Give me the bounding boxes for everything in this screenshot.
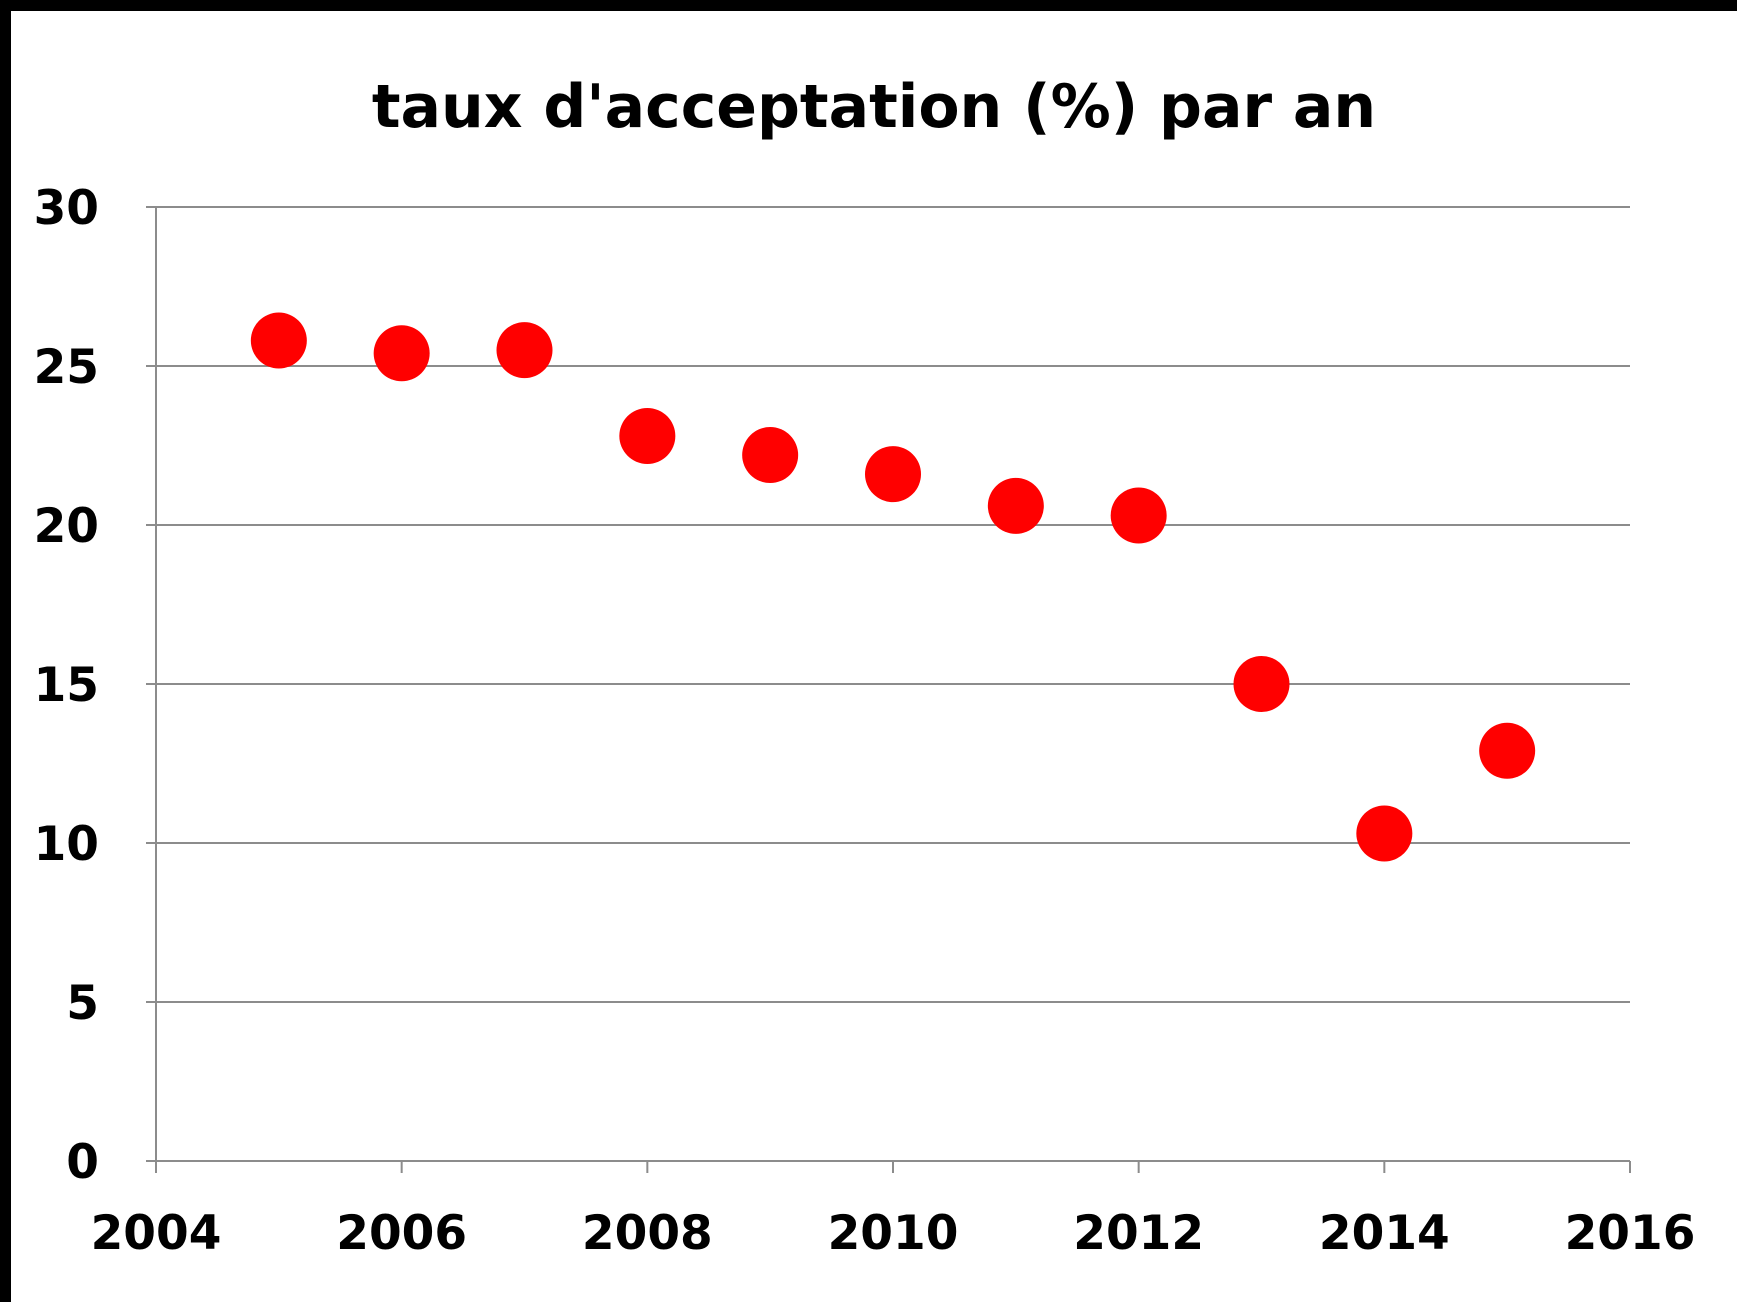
x-tick-label: 2004	[91, 1206, 222, 1261]
x-tick-label: 2006	[336, 1206, 467, 1261]
y-tick-label: 10	[34, 817, 99, 872]
y-tick-label: 20	[34, 499, 99, 554]
data-point-2007	[496, 322, 553, 379]
data-point-2006	[373, 325, 430, 382]
y-tick-label: 15	[34, 658, 99, 713]
data-point-2015	[1479, 722, 1536, 779]
scatter-plot: 0 5 10 15 20 25 30 2004 2006 2008 2010 2012 2014 2016	[34, 181, 1696, 1261]
x-tick-label: 2016	[1565, 1206, 1696, 1261]
data-points	[250, 312, 1536, 862]
x-tick-label: 2012	[1073, 1206, 1204, 1261]
data-point-2012	[1110, 487, 1167, 544]
axes	[146, 207, 1631, 1173]
x-tick-label: 2014	[1319, 1206, 1450, 1261]
gridlines	[146, 206, 1630, 1003]
y-tick-label: 30	[34, 181, 99, 236]
chart-title: taux d'acceptation (%) par an	[371, 72, 1377, 142]
data-point-2008	[619, 407, 676, 464]
data-point-2010	[865, 446, 921, 503]
tick-labels: 0 5 10 15 20 25 30 2004 2006 2008 2010 2012 2014 2016	[34, 181, 1696, 1261]
data-point-2013	[1233, 656, 1290, 712]
y-tick-label: 0	[66, 1135, 99, 1190]
y-tick-label: 25	[34, 340, 99, 395]
x-tick-label: 2008	[582, 1206, 713, 1261]
data-point-2009	[742, 427, 799, 484]
chart-panel: taux d'acceptation (%) par an 0 5 10 15 20 25…	[11, 11, 1737, 1302]
data-point-2005	[250, 312, 307, 369]
data-point-2011	[987, 477, 1044, 534]
data-point-2014	[1356, 805, 1413, 862]
y-tick-label: 5	[66, 976, 99, 1031]
x-tick-label: 2010	[828, 1206, 959, 1261]
